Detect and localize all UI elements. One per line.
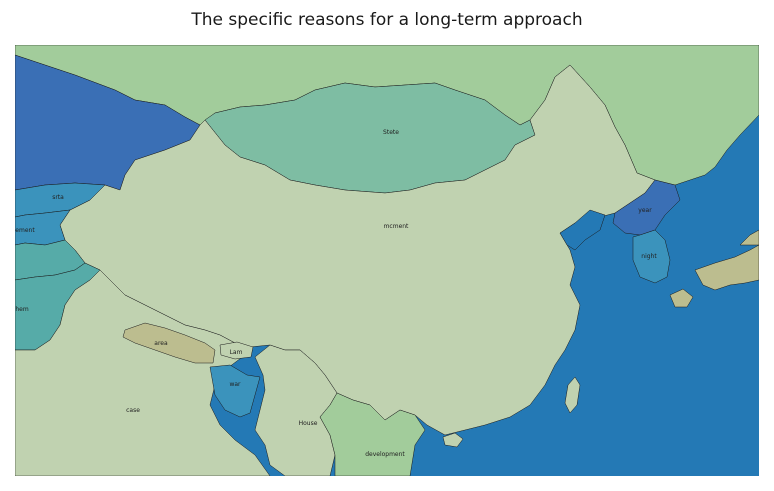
label-india: case [126, 407, 140, 414]
label-pakistan: hem [15, 306, 28, 313]
label-north-korea: year [638, 207, 652, 214]
region-japan-kyushu[interactable] [669, 288, 694, 308]
region-nepal[interactable] [122, 322, 216, 364]
region-india[interactable] [15, 269, 271, 476]
label-nepal: area [154, 340, 168, 347]
region-taiwan[interactable] [564, 376, 581, 414]
label-bhutan: Lam [230, 349, 243, 356]
label-laos: development [365, 451, 405, 458]
region-hainan[interactable] [442, 432, 464, 448]
region-north-korea[interactable] [612, 179, 681, 236]
label-mongolia: Stete [383, 129, 399, 136]
label-myanmar: House [299, 420, 318, 427]
label-south-korea: night [641, 253, 657, 260]
label-tajikistan: ement [15, 227, 35, 234]
label-kyrgyzstan: srta [52, 194, 64, 201]
label-china: mcment [384, 223, 409, 230]
map-svg: Stete mcment year night srta ement hem c… [15, 45, 759, 476]
region-bangladesh[interactable] [209, 364, 261, 418]
region-bhutan[interactable] [219, 341, 254, 360]
choropleth-map: Stete mcment year night srta ement hem c… [15, 45, 759, 476]
region-japan-north[interactable] [739, 229, 759, 246]
region-japan[interactable] [694, 244, 759, 291]
region-laos[interactable] [319, 392, 426, 476]
map-title: The specific reasons for a long-term app… [191, 10, 583, 30]
region-south-korea[interactable] [632, 229, 671, 284]
bohai-sea [559, 209, 606, 251]
label-bangladesh: war [229, 381, 241, 388]
